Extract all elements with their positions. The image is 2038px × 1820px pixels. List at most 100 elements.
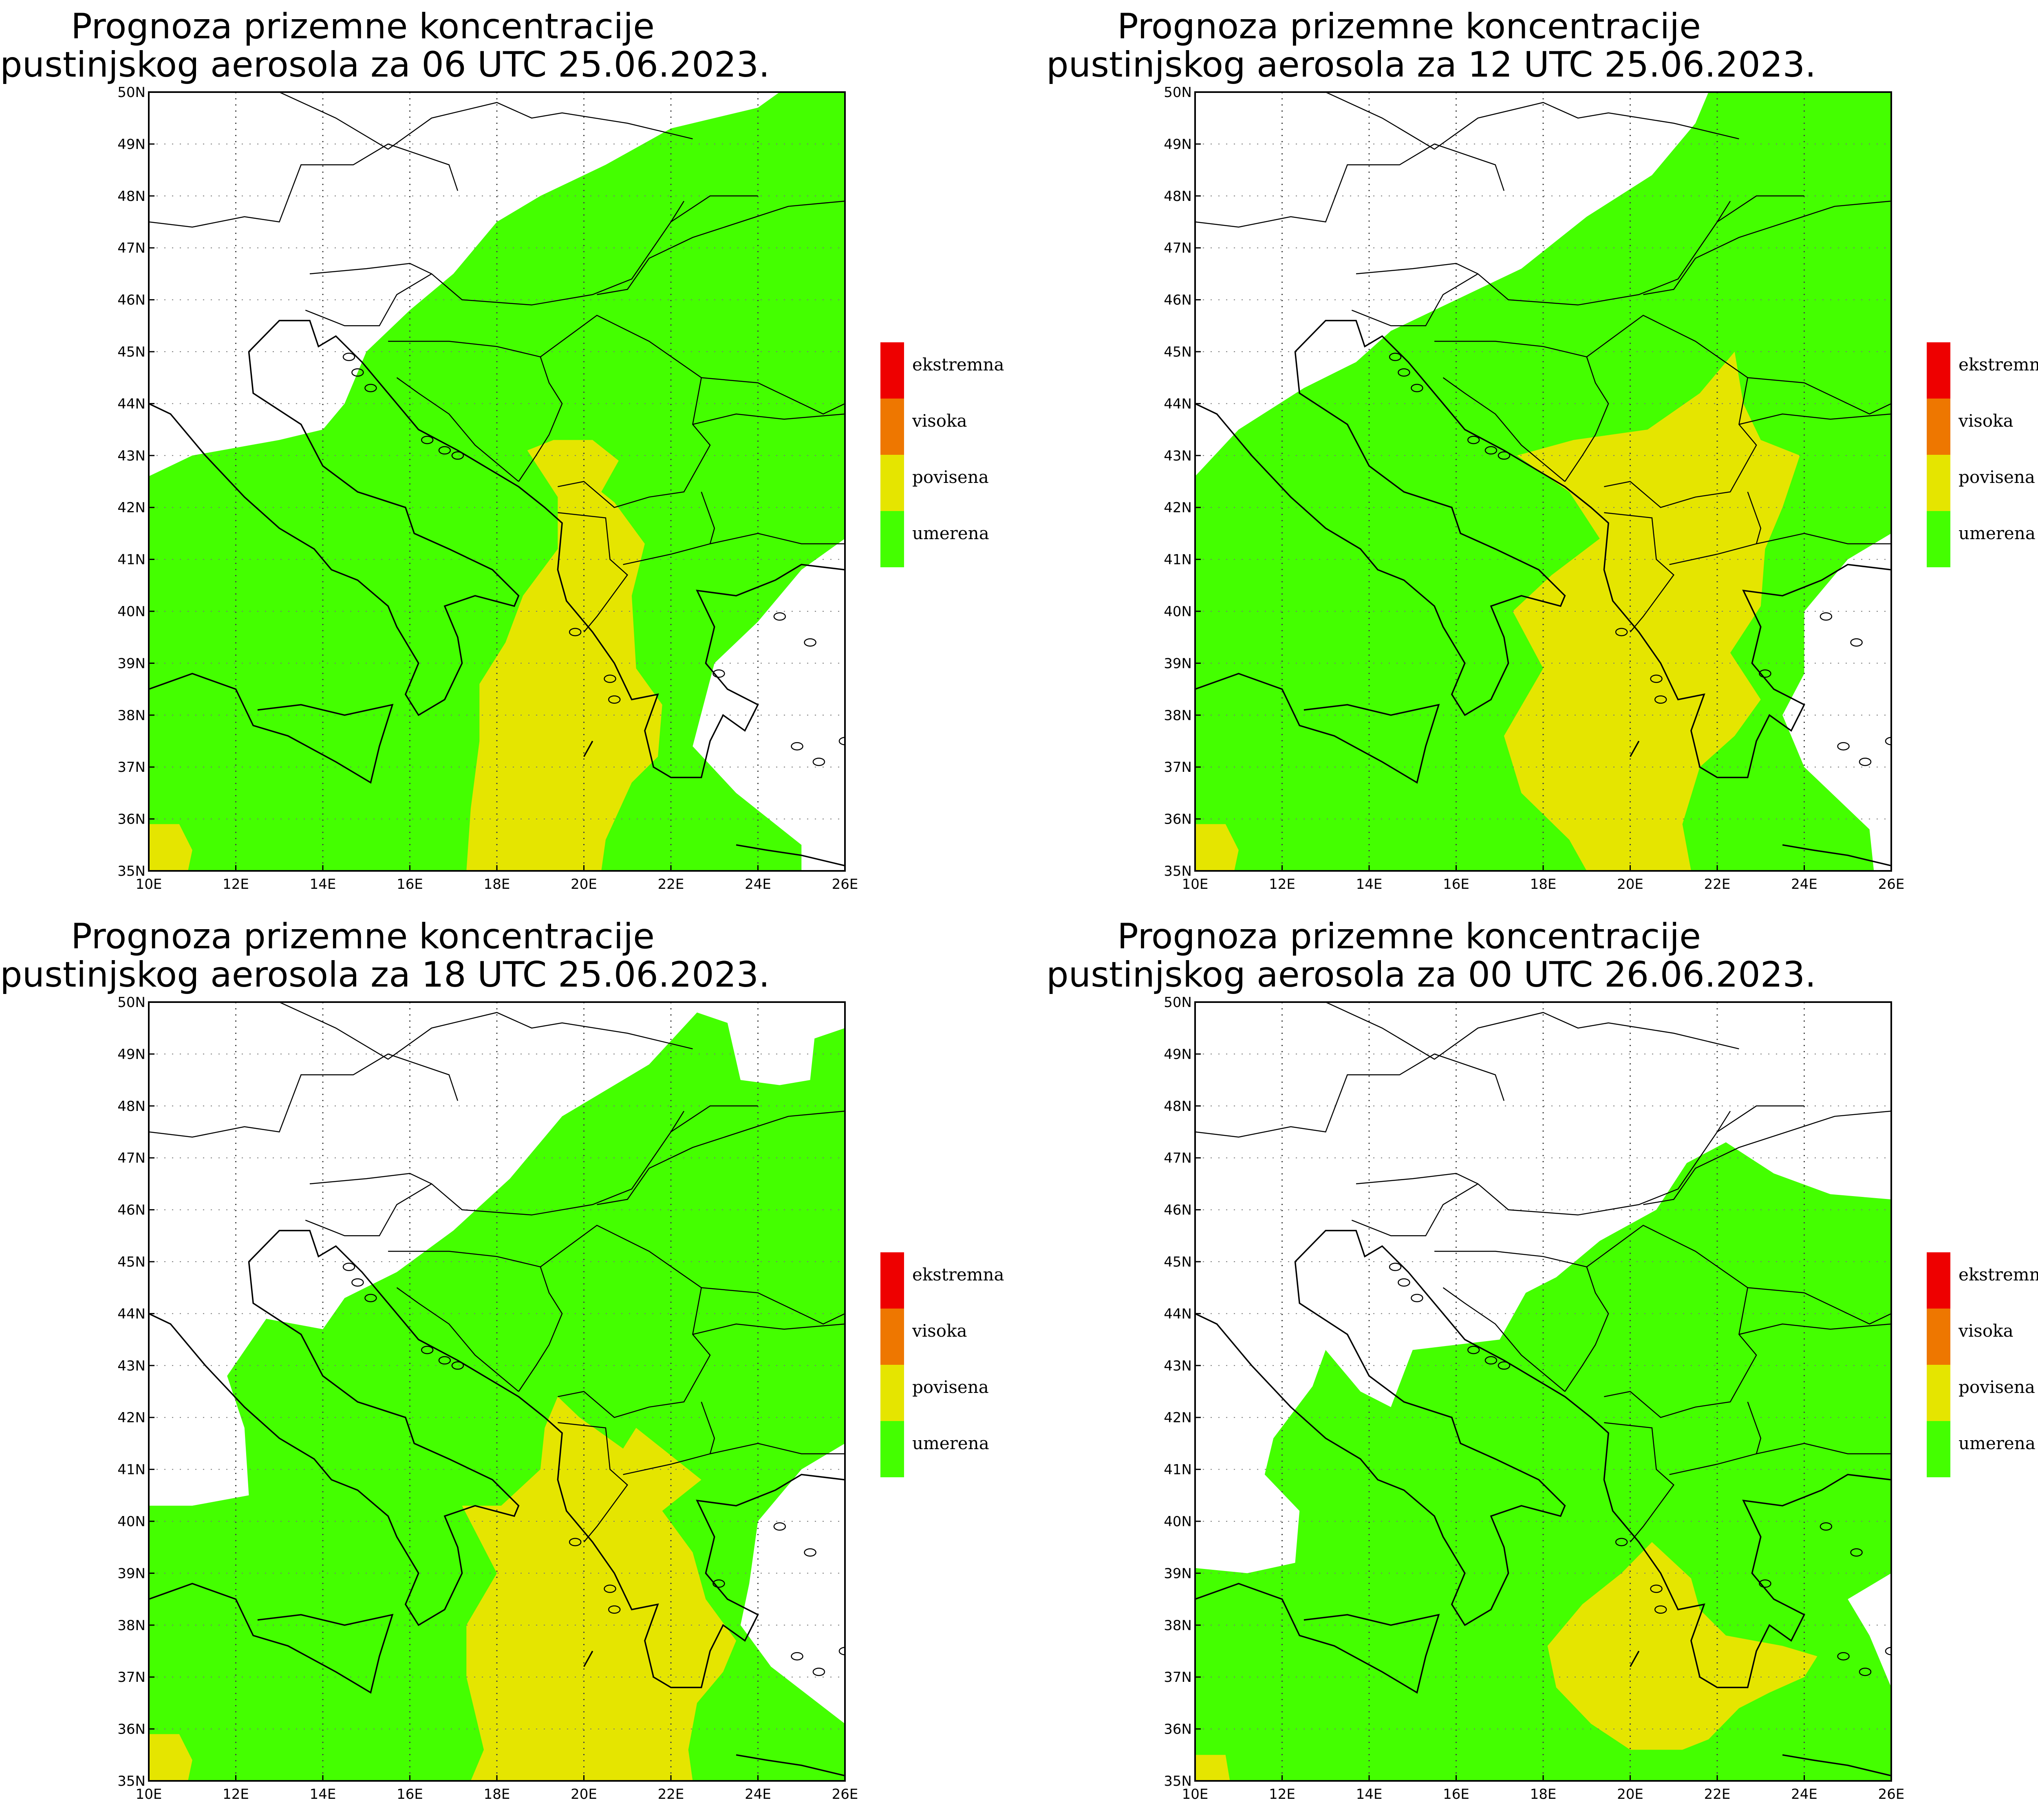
lat-tick-label: 47N xyxy=(117,1150,146,1166)
country-border xyxy=(1756,533,1891,544)
island-outline xyxy=(364,1293,377,1302)
legend-item-povisena: povisena xyxy=(1927,1365,2038,1421)
legend-label: visoka xyxy=(1959,1321,2014,1341)
legend-item-umerena: umerena xyxy=(880,1421,1043,1477)
island-outline xyxy=(1484,446,1498,455)
legend-swatch xyxy=(1927,1309,1950,1365)
lon-tick-label: 12E xyxy=(223,876,249,892)
coastline xyxy=(736,1754,845,1777)
country-border xyxy=(1716,201,1731,223)
lat-tick-label: 45N xyxy=(117,344,146,360)
povisena-area xyxy=(466,440,662,871)
plot-area xyxy=(149,92,845,871)
title-line-1: Prognoza prizemne koncentracije xyxy=(71,916,655,957)
legend-swatch xyxy=(1927,342,1950,399)
country-border xyxy=(309,1105,758,1216)
lon-tick-label: 24E xyxy=(745,876,771,892)
legend-label: povisena xyxy=(1959,1377,2035,1397)
island-outline xyxy=(1885,737,1891,745)
country-border xyxy=(1604,512,1674,632)
lon-tick-label: 14E xyxy=(1356,876,1383,892)
legend-item-povisena: povisena xyxy=(880,1365,1043,1421)
country-border xyxy=(1351,273,1478,326)
island-outline xyxy=(604,1584,616,1593)
island-outline xyxy=(604,674,616,683)
lat-tick-label: 42N xyxy=(117,500,146,516)
country-border xyxy=(1564,357,1609,482)
island-outline xyxy=(791,742,803,751)
island-outline xyxy=(451,451,464,460)
island-outline xyxy=(1615,628,1628,637)
island-outline xyxy=(812,758,825,766)
lon-tick-label: 20E xyxy=(1617,1786,1643,1802)
country-border xyxy=(701,1287,845,1325)
forecast-map: 10E 12E 14E 16E 18E 20E 22E 24E 26E 35N 36N 37N 38N 3… xyxy=(1164,994,1904,1802)
country-border xyxy=(149,143,459,228)
legend-swatch xyxy=(1927,399,1950,455)
country-border xyxy=(1356,195,1804,306)
country-border xyxy=(1739,1323,1891,1335)
plot-area xyxy=(1195,1002,1891,1781)
coastline xyxy=(149,319,845,778)
lat-tick-label: 46N xyxy=(1164,1202,1192,1218)
island-outline xyxy=(804,638,816,647)
lon-tick-label: 16E xyxy=(1443,1786,1469,1802)
island-outline xyxy=(1467,436,1480,444)
umerena-area xyxy=(149,92,845,871)
lat-tick-label: 45N xyxy=(1164,1254,1192,1270)
country-border xyxy=(1351,1183,1478,1236)
legend-item-ekstremna: ekstremna xyxy=(1927,342,2038,399)
coastline xyxy=(149,673,394,784)
legend-item-ekstremna: ekstremna xyxy=(880,342,1043,399)
panel-title: Prognoza prizemne koncentracije pustinjs… xyxy=(0,7,770,84)
lat-tick-label: 41N xyxy=(117,552,146,568)
legend-swatch xyxy=(1927,511,1950,567)
legend-label: umerena xyxy=(1959,1433,2036,1453)
lat-tick-label: 47N xyxy=(117,240,146,256)
legend-swatch xyxy=(1927,455,1950,511)
island-outline xyxy=(438,446,451,455)
legend-item-umerena: umerena xyxy=(1927,1421,2038,1477)
country-border xyxy=(305,273,432,326)
lon-tick-label: 26E xyxy=(1878,876,1905,892)
country-border xyxy=(518,357,563,482)
lat-tick-label: 49N xyxy=(117,1046,146,1062)
island-outline xyxy=(1859,758,1872,766)
forecast-map: 10E 12E 14E 16E 18E 20E 22E 24E 26E 35N 36N 37N 38N 3… xyxy=(1164,84,1905,892)
lat-tick-label: 42N xyxy=(117,1410,146,1426)
map-panel-00utc: Prognoza prizemne koncentracije pustinjs… xyxy=(1046,910,2038,1820)
lon-tick-label: 18E xyxy=(1530,876,1557,892)
country-border xyxy=(1747,1287,1891,1325)
coastline xyxy=(1195,319,1891,778)
panel-title: Prognoza prizemne koncentracije pustinjs… xyxy=(0,916,770,994)
lat-tick-label: 45N xyxy=(117,1254,146,1270)
country-border xyxy=(693,413,845,425)
country-border xyxy=(1434,1251,1587,1267)
country-border xyxy=(597,201,845,295)
lat-tick-label: 39N xyxy=(117,1565,146,1582)
lat-tick-label: 50N xyxy=(117,994,146,1011)
country-border xyxy=(1643,1111,1891,1205)
lat-tick-label: 44N xyxy=(1164,1306,1192,1322)
lat-tick-label: 49N xyxy=(1164,1046,1192,1062)
country-border xyxy=(396,377,519,482)
lat-tick-label: 37N xyxy=(117,1669,146,1686)
coastline xyxy=(1195,1583,1440,1694)
legend-label: visoka xyxy=(912,1321,967,1341)
lat-tick-label: 48N xyxy=(117,1098,146,1115)
coastline xyxy=(149,1229,845,1688)
legend-label: ekstremna xyxy=(912,1265,1004,1285)
legend-item-visoka: visoka xyxy=(1927,399,2038,455)
lat-tick-label: 43N xyxy=(117,1358,146,1374)
island-outline xyxy=(1654,695,1667,704)
povisena-area xyxy=(1504,352,1800,871)
lat-tick-label: 50N xyxy=(117,84,146,101)
povisena-area xyxy=(1195,824,1239,871)
legend-label: povisena xyxy=(1959,467,2035,487)
lat-tick-label: 46N xyxy=(1164,292,1192,308)
country-border xyxy=(710,533,845,544)
country-border xyxy=(558,1422,628,1542)
legend-item-visoka: visoka xyxy=(1927,1309,2038,1365)
lat-tick-label: 36N xyxy=(117,1721,146,1738)
lon-tick-label: 22E xyxy=(658,876,684,892)
